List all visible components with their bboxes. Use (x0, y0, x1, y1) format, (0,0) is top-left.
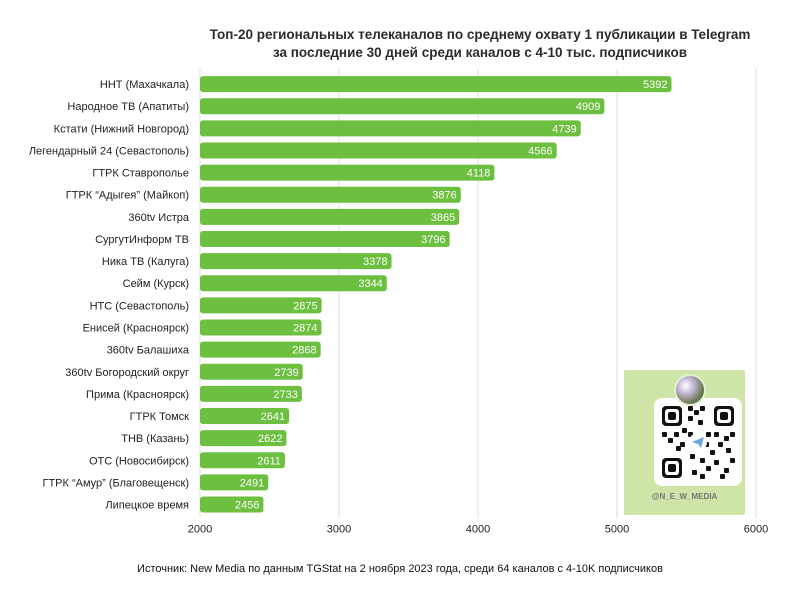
qr-card: @N_E_W_MEDIA (624, 370, 745, 515)
bar (200, 208, 460, 225)
bar (200, 275, 387, 292)
bar (200, 186, 461, 203)
category-label: 360tv Богородский округ (65, 367, 189, 379)
bar (200, 341, 321, 358)
bar (200, 408, 290, 425)
qr-handle: @N_E_W_MEDIA (651, 492, 718, 501)
bar-value-label: 2491 (240, 477, 264, 489)
bar-value-label: 2456 (235, 500, 259, 512)
bar-value-label: 4739 (552, 123, 576, 135)
bar (200, 452, 285, 469)
bar-value-label: 5392 (643, 79, 667, 91)
bar-value-label: 3344 (358, 278, 382, 290)
bar (200, 120, 581, 137)
chart-source-note: Источник: New Media по данным TGStat на … (137, 563, 663, 575)
bar (200, 76, 672, 93)
category-label: 360tv Истра (128, 212, 190, 224)
bar-value-label: 3876 (432, 190, 456, 202)
bar-value-label: 3796 (421, 234, 445, 246)
category-label: ТНВ (Казань) (121, 433, 189, 445)
category-label: ГТРК “Адыгея” (Майкоп) (66, 190, 189, 202)
category-label: 360tv Балашиха (107, 345, 190, 357)
bar-value-label: 2875 (293, 300, 317, 312)
bar-value-label: 4118 (467, 168, 491, 180)
bar (200, 253, 392, 270)
bar-value-label: 2622 (258, 433, 282, 445)
category-label: Прима (Красноярск) (86, 389, 189, 401)
x-tick-label: 4000 (466, 524, 490, 536)
x-tick-label: 3000 (327, 524, 351, 536)
bar (200, 385, 302, 402)
bar-value-label: 2739 (274, 367, 298, 379)
x-tick-label: 5000 (605, 524, 629, 536)
category-label: Легендарный 24 (Севастополь) (29, 145, 189, 157)
bar-value-label: 2733 (273, 389, 297, 401)
x-tick-label: 2000 (188, 524, 212, 536)
bar (200, 142, 557, 159)
chart-title-line1: Топ-20 региональных телеканалов по средн… (209, 27, 751, 42)
bar (200, 430, 287, 447)
bar-value-label: 3378 (363, 256, 387, 268)
category-label: Народное ТВ (Апатиты) (67, 101, 189, 113)
chart-title: Топ-20 региональных телеканалов по средн… (180, 26, 780, 62)
bar-value-label: 3865 (431, 212, 455, 224)
bar (200, 164, 495, 181)
bar-value-label: 2868 (292, 345, 316, 357)
bar-value-label: 2874 (293, 322, 317, 334)
bar (200, 319, 322, 336)
category-label: ННТ (Махачкала) (100, 79, 189, 91)
category-label: ГТРК “Амур” (Благовещенск) (43, 477, 190, 489)
category-label: Ника ТВ (Калуга) (102, 256, 189, 268)
category-label: ГТРК Томск (130, 411, 190, 423)
x-tick-label: 6000 (744, 524, 768, 536)
category-label: ОТС (Новосибирск) (89, 455, 189, 467)
bar (200, 363, 303, 380)
channel-avatar (674, 374, 706, 406)
category-label: Енисей (Красноярск) (83, 322, 189, 334)
bar-value-label: 2611 (257, 455, 281, 467)
chart-title-line2: за последние 30 дней среди каналов с 4-1… (272, 45, 688, 60)
category-label: Кстати (Нижний Новгород) (54, 123, 189, 135)
category-label: Сейм (Курск) (123, 278, 189, 290)
qr-code (654, 398, 742, 486)
bar-value-label: 2641 (261, 411, 285, 423)
bar-value-label: 4566 (528, 145, 552, 157)
bar-value-label: 4909 (576, 101, 600, 113)
category-label: ГТРК Ставрополье (92, 168, 189, 180)
bar (200, 474, 269, 491)
bar (200, 297, 322, 314)
category-label: НТС (Севастополь) (90, 300, 189, 312)
category-label: Липецкое время (105, 500, 189, 512)
bar (200, 496, 264, 513)
bar (200, 98, 605, 115)
category-label: СургутИнформ ТВ (95, 234, 189, 246)
bar (200, 230, 450, 247)
